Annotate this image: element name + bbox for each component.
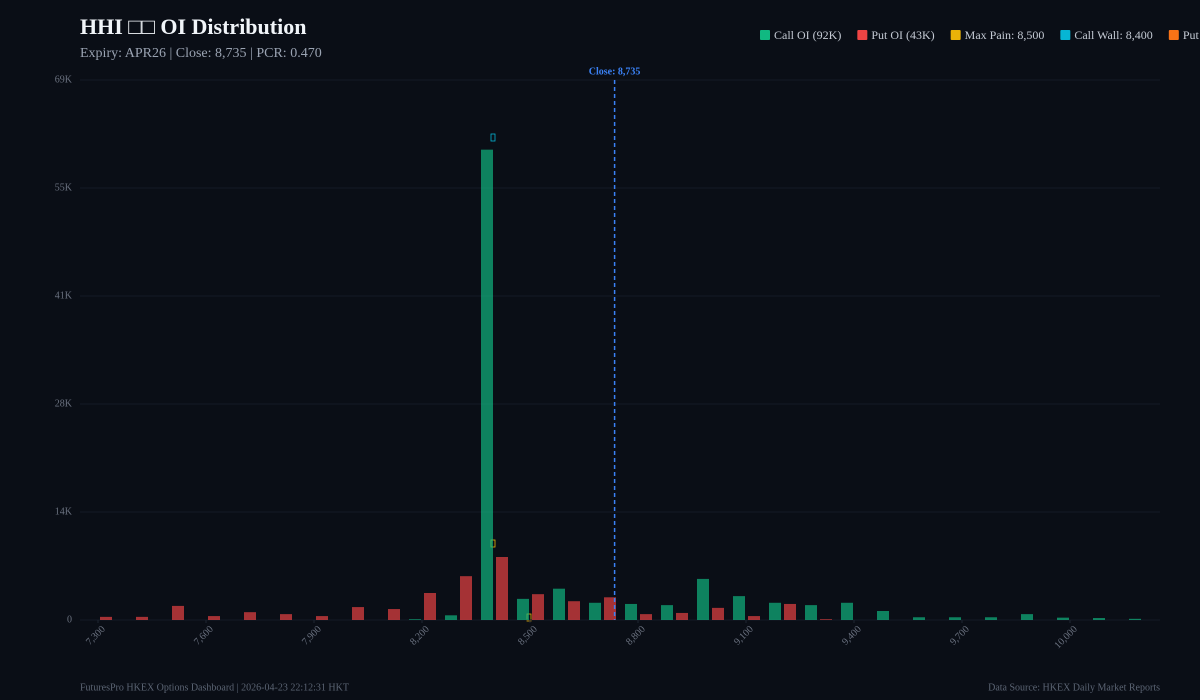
bar: [445, 615, 457, 620]
bar: [481, 149, 493, 621]
legend-swatch: [857, 30, 868, 40]
bar: [1129, 618, 1141, 620]
bar: [517, 598, 529, 620]
legend-swatch: [950, 30, 961, 40]
bar: [748, 616, 760, 620]
bar: [424, 593, 436, 620]
bar: [733, 596, 745, 620]
bar: [877, 611, 889, 620]
y-tick-label: 55K: [55, 182, 73, 193]
bar: [280, 614, 292, 620]
bar: [640, 614, 652, 620]
bar: [388, 609, 400, 620]
bar: [460, 576, 472, 620]
bar: [949, 617, 961, 620]
bar: [568, 601, 580, 620]
legend-label: Put Wall: 8,400: [1183, 28, 1200, 42]
bar: [352, 607, 364, 620]
bar: [805, 605, 817, 620]
bar: [697, 578, 709, 620]
y-tick-label: 28K: [55, 398, 73, 409]
bar: [136, 616, 148, 620]
bar: [1021, 614, 1033, 620]
bar: [553, 588, 565, 620]
legend-label: Put OI (43K): [871, 28, 934, 42]
bar: [589, 602, 601, 620]
legend-label: Call Wall: 8,400: [1074, 28, 1152, 42]
chart-title: HHI □□ OI Distribution: [80, 14, 306, 39]
bar: [244, 612, 256, 620]
bar: [913, 617, 925, 620]
bar: [1093, 618, 1105, 620]
y-tick-label: 69K: [55, 74, 73, 85]
footer-right: Data Source: HKEX Daily Market Reports: [988, 682, 1160, 693]
legend-label: Max Pain: 8,500: [965, 28, 1045, 42]
bar: [784, 603, 796, 620]
bar: [532, 594, 544, 620]
bar: [820, 619, 832, 620]
bar: [316, 616, 328, 620]
bar: [604, 597, 616, 620]
bar: [712, 607, 724, 620]
y-tick-label: 14K: [55, 506, 73, 517]
bar: [841, 602, 853, 620]
bar: [208, 616, 220, 620]
legend-label: Call OI (92K): [774, 28, 841, 42]
close-label: Close: 8,735: [589, 66, 641, 77]
legend-swatch: [760, 30, 770, 40]
bar: [769, 602, 781, 620]
bar: [661, 605, 673, 620]
legend-swatch: [1060, 30, 1071, 40]
bar: [172, 605, 184, 620]
bar: [676, 612, 688, 620]
bar: [409, 619, 421, 620]
call-wall-icon: [490, 133, 496, 142]
bar: [625, 603, 637, 620]
legend-swatch: [1168, 30, 1179, 40]
footer-left: FuturesPro HKEX Options Dashboard | 2026…: [80, 682, 349, 693]
y-tick-label: 0: [67, 614, 72, 625]
bar: [1057, 617, 1069, 620]
bar: [985, 617, 997, 620]
bar: [496, 557, 508, 620]
chart-subtitle: Expiry: APR26 | Close: 8,735 | PCR: 0.47…: [80, 46, 322, 61]
bar: [100, 616, 112, 620]
y-tick-label: 41K: [55, 290, 73, 301]
